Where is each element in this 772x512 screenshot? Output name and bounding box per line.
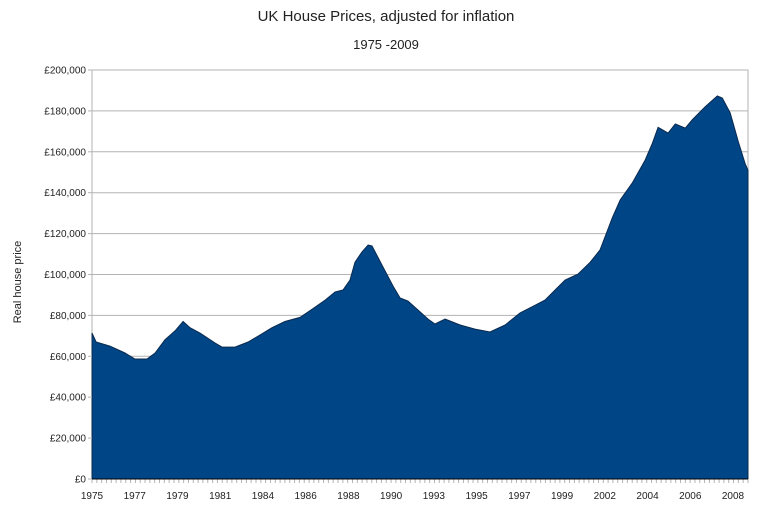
x-tick-label: 2006 <box>679 491 702 502</box>
series-area-real-house-price <box>91 95 749 480</box>
chart-subtitle: 1975 -2009 <box>353 37 419 52</box>
y-tick-label: £200,000 <box>44 66 86 77</box>
y-tick-label: £180,000 <box>44 106 86 117</box>
y-tick-label: £0 <box>75 475 87 486</box>
chart-title: UK House Prices, adjusted for inflation <box>258 8 515 25</box>
x-tick-label: 1979 <box>166 491 189 502</box>
x-tick-label: 1999 <box>551 491 574 502</box>
y-tick-label: £140,000 <box>44 188 86 199</box>
x-tick-label: 1984 <box>252 491 275 502</box>
x-tick-label: 1981 <box>209 491 232 502</box>
y-tick-label: £100,000 <box>44 270 86 281</box>
y-axis-label: Real house price <box>12 241 24 324</box>
y-tick-label: £120,000 <box>44 229 86 240</box>
x-tick-label: 1995 <box>465 491 488 502</box>
x-tick-label: 1997 <box>508 491 531 502</box>
x-tick-label: 2004 <box>636 491 659 502</box>
x-tick-label: 2002 <box>594 491 617 502</box>
x-tick-label: 1975 <box>81 491 104 502</box>
y-tick-label: £20,000 <box>50 434 87 445</box>
x-tick-label: 1993 <box>423 491 446 502</box>
y-tick-label: £40,000 <box>50 393 87 404</box>
plot-area <box>91 95 749 480</box>
y-axis: £0 £20,000 £40,000 £60,000 £80,000 £100,000 £1… <box>44 66 92 486</box>
x-tick-label: 1988 <box>337 491 360 502</box>
x-tick-label: 1990 <box>380 491 403 502</box>
x-tick-label: 1977 <box>124 491 147 502</box>
y-tick-label: £160,000 <box>44 147 86 158</box>
x-tick-label: 2008 <box>722 491 745 502</box>
x-tick-label: 1986 <box>295 491 318 502</box>
x-axis: 1975 1977 1979 1981 1984 1986 1988 1990 1993 1995… <box>81 478 749 502</box>
y-tick-label: £80,000 <box>50 311 87 322</box>
y-tick-label: £60,000 <box>50 352 87 363</box>
